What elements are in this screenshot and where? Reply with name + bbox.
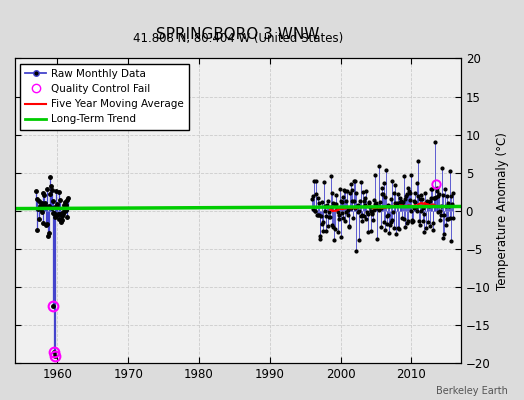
Text: 41.808 N, 80.404 W (United States): 41.808 N, 80.404 W (United States) (133, 32, 343, 45)
Text: Berkeley Earth: Berkeley Earth (436, 386, 508, 396)
Legend: Raw Monthly Data, Quality Control Fail, Five Year Moving Average, Long-Term Tren: Raw Monthly Data, Quality Control Fail, … (20, 64, 189, 130)
Y-axis label: Temperature Anomaly (°C): Temperature Anomaly (°C) (496, 132, 509, 290)
Title: SPRINGBORO 3 WNW: SPRINGBORO 3 WNW (156, 27, 320, 42)
